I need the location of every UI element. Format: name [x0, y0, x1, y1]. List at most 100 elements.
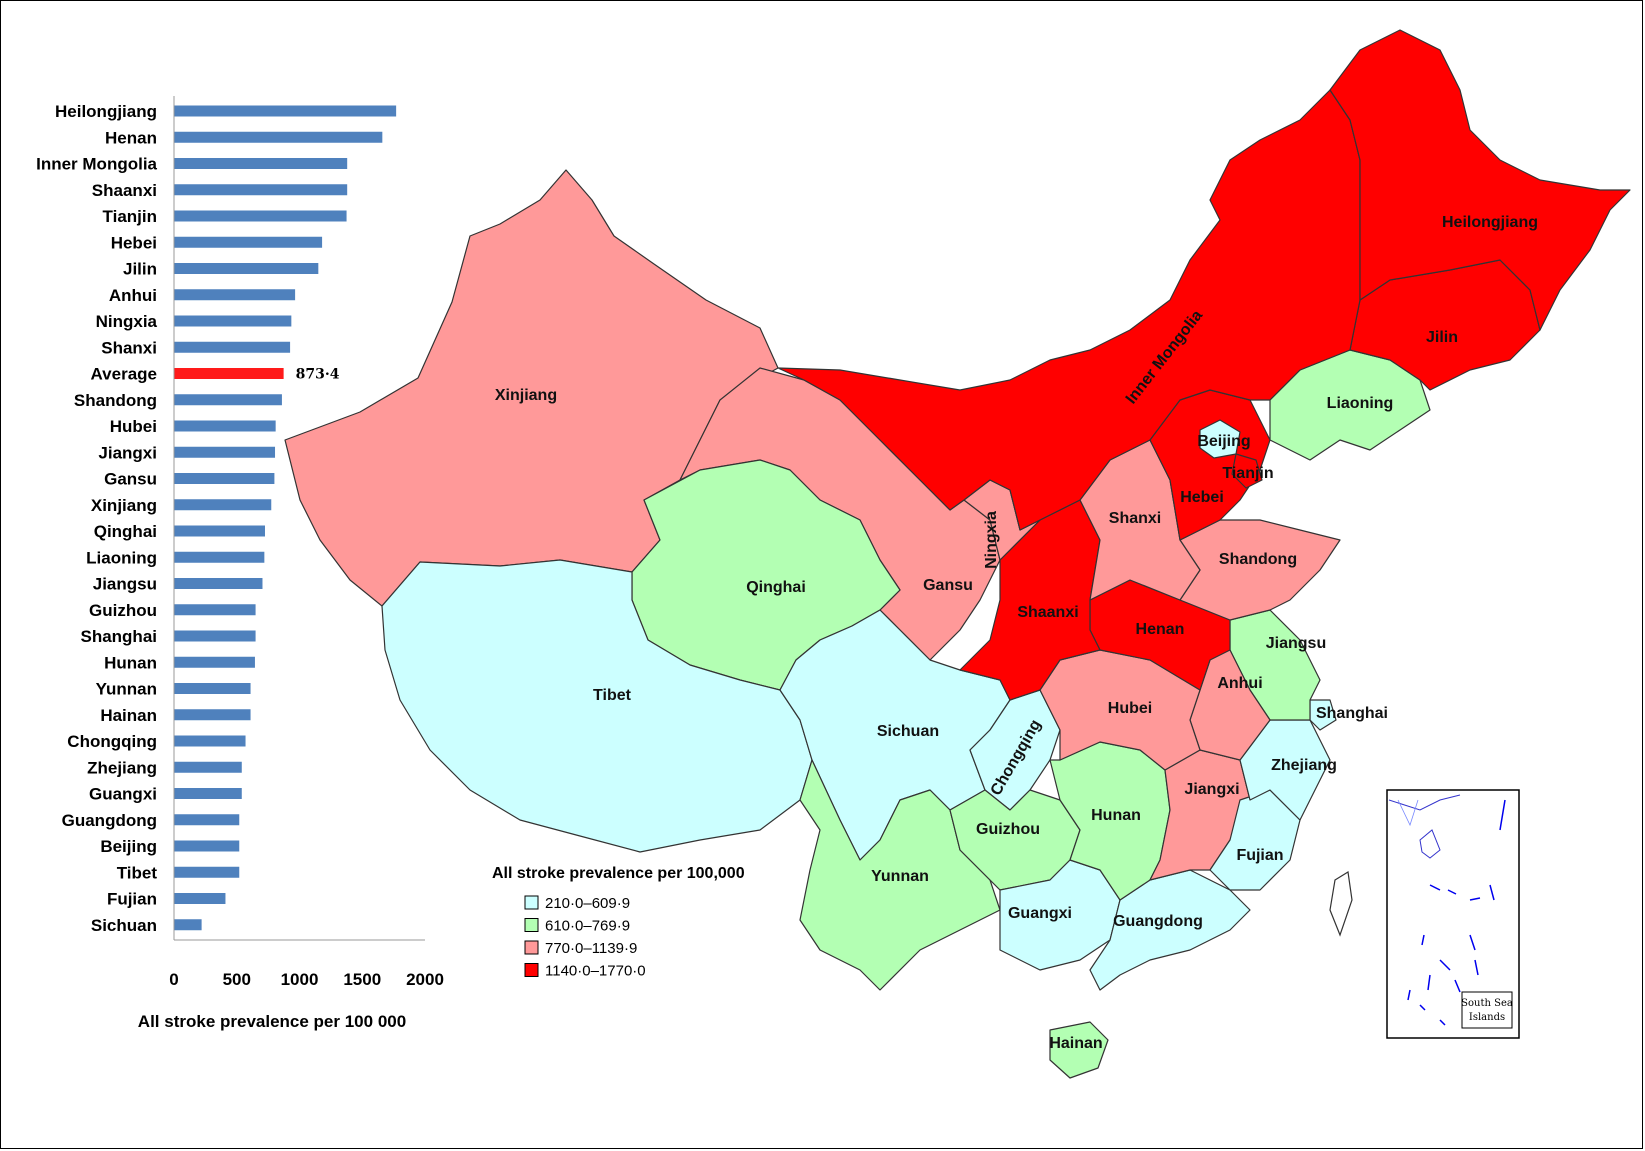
map-label-jiangxi: Jiangxi	[1184, 781, 1239, 798]
map-label-hainan: Hainan	[1049, 1035, 1102, 1052]
bar-guangdong	[174, 814, 240, 826]
bar-chongqing	[174, 735, 246, 747]
province-heilongjiang	[1329, 29, 1631, 331]
map-label-hunan: Hunan	[1091, 807, 1141, 824]
bar-gansu	[174, 473, 275, 484]
highlight-annotation: 873·4	[296, 367, 340, 383]
map-label-fujian: Fujian	[1236, 847, 1283, 864]
bar-hainan	[174, 709, 251, 721]
y-tick-label: Anhui	[109, 286, 157, 305]
y-tick-label: Chongqing	[67, 732, 157, 751]
map-label-qinghai: Qinghai	[746, 579, 806, 596]
bar-jiangsu	[174, 578, 263, 589]
y-tick-label: Jilin	[123, 260, 157, 279]
legend-swatch	[524, 918, 539, 932]
y-tick-label: Hunan	[104, 653, 157, 672]
map-label-hebei: Hebei	[1180, 489, 1224, 506]
bar-heilongjiang	[174, 105, 397, 117]
bar-shaanxi	[174, 184, 348, 196]
map-label-tibet: Tibet	[593, 687, 632, 704]
map-label-gansu: Gansu	[923, 577, 973, 594]
legend-entry: 1140·0–1770·0	[545, 963, 646, 980]
bar-guangxi	[174, 788, 242, 799]
y-tick-label: Beijing	[100, 837, 157, 856]
map-label-beijing: Beijing	[1197, 433, 1250, 450]
legend-swatch	[524, 963, 539, 977]
legend-entry: 610·0–769·9	[545, 918, 630, 935]
bar-hubei	[174, 420, 276, 432]
taiwan-outline	[1329, 871, 1353, 937]
y-tick-label: Zhejiang	[87, 758, 157, 777]
bar-average	[174, 368, 284, 379]
map-label-guangxi: Guangxi	[1008, 905, 1072, 922]
y-tick-label: Ningxia	[96, 312, 158, 331]
map-label-shandong: Shandong	[1219, 551, 1297, 568]
y-tick-label: Jiangsu	[93, 575, 157, 594]
stroke-prevalence-bar-chart: Heilongjiang Henan Inner Mongolia Shaanxi Ti…	[36, 96, 444, 1031]
inset-label-line2: Islands	[1469, 1012, 1505, 1023]
bar-tianjin	[174, 210, 347, 222]
map-label-shanghai: Shanghai	[1316, 705, 1388, 722]
legend-entry: 210·0–609·9	[545, 895, 630, 912]
bar-shandong	[174, 394, 282, 406]
map-label-shaanxi: Shaanxi	[1017, 604, 1078, 621]
province-hainan	[1049, 1021, 1109, 1079]
south-sea-inset: South Sea Islands	[1386, 789, 1520, 1039]
map-label-xinjiang: Xinjiang	[495, 387, 557, 404]
map-label-guangdong: Guangdong	[1113, 913, 1203, 930]
x-tick-label: 1000	[281, 970, 319, 989]
y-tick-label: Guizhou	[89, 601, 157, 620]
bar-shanxi	[174, 341, 291, 353]
bar-zhejiang	[174, 761, 242, 773]
y-tick-label: Shanxi	[101, 338, 157, 357]
map-label-heilongjiang: Heilongjiang	[1442, 214, 1538, 231]
legend-swatch	[524, 895, 539, 910]
legend-title: All stroke prevalence per 100,000	[492, 865, 745, 882]
map-label-guizhou: Guizhou	[976, 821, 1040, 838]
y-tick-label: Guangdong	[62, 811, 157, 830]
map-legend: All stroke prevalence per 100,000 210·0–…	[492, 865, 745, 980]
y-tick-label: Henan	[105, 128, 157, 147]
bar-jiangxi	[174, 446, 276, 458]
inset-label-line1: South Sea	[1461, 998, 1513, 1009]
bar-shanghai	[174, 630, 256, 642]
bar-hunan	[174, 656, 255, 668]
y-tick-label: Yunnan	[96, 680, 157, 699]
y-tick-label: Inner Mongolia	[36, 155, 157, 174]
legend-entry: 770·0–1139·9	[545, 940, 637, 957]
map-label-hubei: Hubei	[1108, 700, 1152, 717]
y-tick-label: Hainan	[100, 706, 157, 725]
bar-ningxia	[174, 315, 292, 327]
y-tick-label: Shaanxi	[92, 181, 157, 200]
y-tick-label: Qinghai	[94, 522, 157, 541]
x-tick-label: 2000	[406, 970, 444, 989]
x-tick-label: 0	[169, 970, 178, 989]
bar-hebei	[174, 236, 323, 248]
map-label-anhui: Anhui	[1217, 675, 1262, 692]
bar-yunnan	[174, 683, 251, 694]
province-shandong	[1179, 519, 1341, 621]
bar-xinjiang	[174, 499, 272, 511]
y-tick-label: Average	[91, 365, 157, 384]
map-label-jilin: Jilin	[1426, 329, 1458, 346]
y-tick-label: Jiangxi	[98, 443, 157, 462]
map-label-sichuan: Sichuan	[877, 723, 939, 740]
y-tick-label: Guangxi	[89, 785, 157, 804]
map-label-tianjin: Tianjin	[1222, 465, 1273, 482]
y-tick-label: Shanghai	[80, 627, 157, 646]
x-tick-label: 1500	[343, 970, 381, 989]
map-label-ningxia: Ningxia	[983, 511, 1000, 569]
map-label-shanxi: Shanxi	[1109, 510, 1161, 527]
y-tick-label: Liaoning	[86, 548, 157, 567]
bar-inner-mongolia	[174, 158, 348, 169]
bar-guizhou	[174, 604, 256, 616]
bar-tibet	[174, 866, 240, 878]
x-axis-title: All stroke prevalence per 100 000	[138, 1012, 406, 1031]
y-tick-label: Xinjiang	[91, 496, 157, 515]
bar-jilin	[174, 263, 319, 274]
bar-qinghai	[174, 525, 265, 537]
bar-liaoning	[174, 551, 265, 563]
province-tianjin	[1231, 453, 1263, 489]
map-label-zhejiang: Zhejiang	[1271, 757, 1337, 774]
bar-beijing	[174, 840, 240, 852]
